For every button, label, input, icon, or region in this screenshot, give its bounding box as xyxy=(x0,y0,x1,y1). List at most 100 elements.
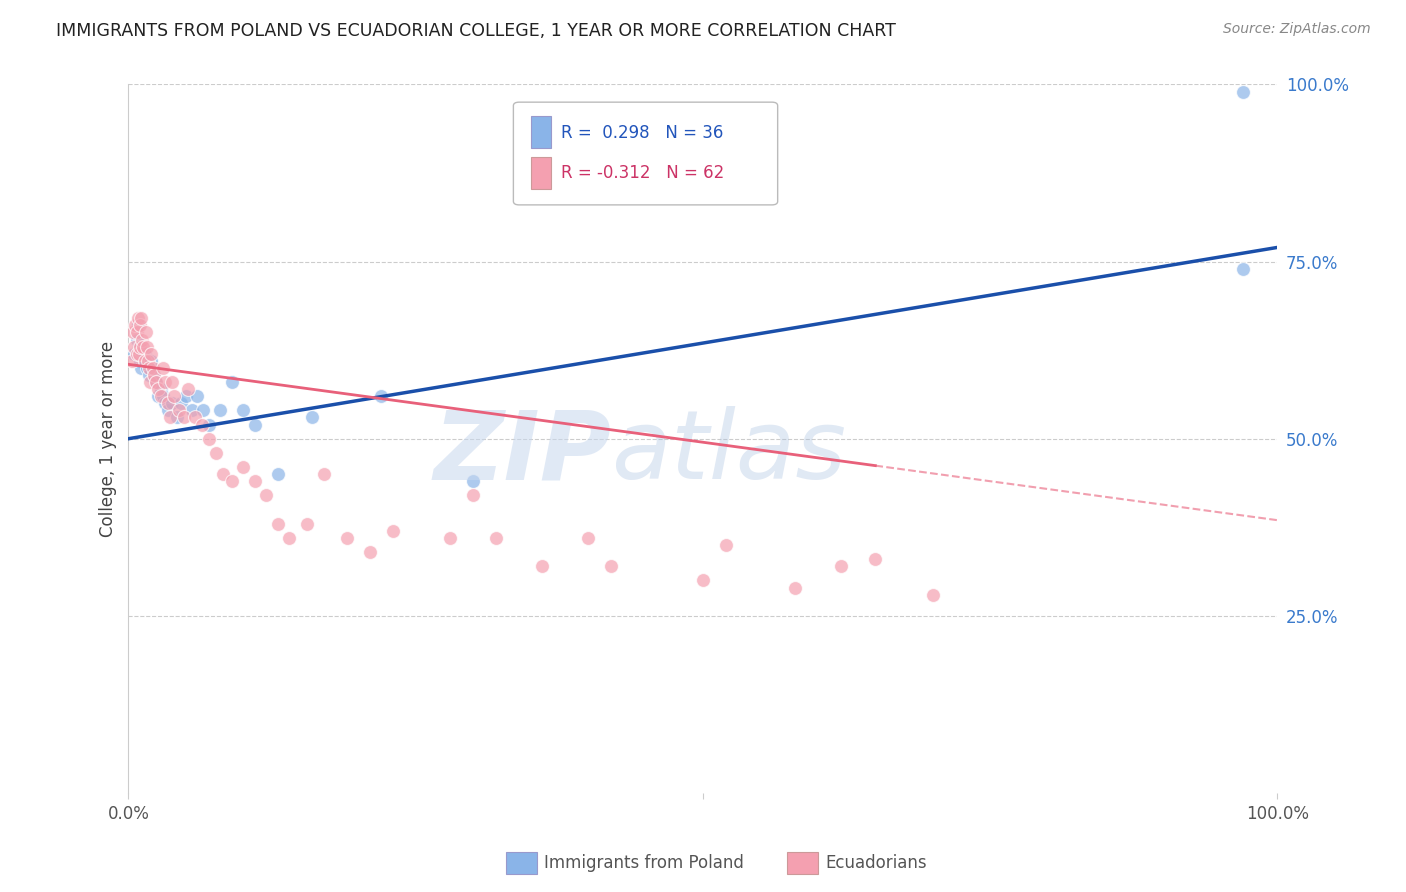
Point xyxy=(166,410,188,425)
Point xyxy=(198,417,221,432)
Text: Ecuadorians: Ecuadorians xyxy=(825,855,927,872)
Point xyxy=(186,389,208,403)
Point xyxy=(132,340,155,354)
Point xyxy=(125,333,148,347)
Point xyxy=(301,410,323,425)
Point xyxy=(312,467,335,482)
Point xyxy=(156,396,179,410)
Point xyxy=(531,559,554,574)
Point xyxy=(1232,85,1254,99)
Point xyxy=(141,353,163,368)
Point xyxy=(209,403,232,417)
Point xyxy=(232,460,254,475)
Point xyxy=(136,353,159,368)
Point xyxy=(295,516,318,531)
Text: R =  0.298   N = 36: R = 0.298 N = 36 xyxy=(561,124,723,142)
Text: Immigrants from Poland: Immigrants from Poland xyxy=(544,855,744,872)
Y-axis label: College, 1 year or more: College, 1 year or more xyxy=(100,341,117,537)
Point xyxy=(142,360,165,375)
Point xyxy=(127,318,149,333)
Point xyxy=(160,375,183,389)
Point xyxy=(180,403,202,417)
Text: ZIP: ZIP xyxy=(433,407,612,500)
Point xyxy=(336,531,359,545)
FancyBboxPatch shape xyxy=(513,103,778,205)
Point xyxy=(243,474,266,488)
Point xyxy=(141,347,163,361)
Point xyxy=(142,368,165,382)
Point xyxy=(211,467,233,482)
Bar xyxy=(530,157,551,188)
Point xyxy=(128,347,150,361)
Point xyxy=(576,531,599,545)
Point xyxy=(204,446,226,460)
Point xyxy=(463,474,485,488)
Point xyxy=(138,360,160,375)
Point xyxy=(152,360,174,375)
Text: R = -0.312   N = 62: R = -0.312 N = 62 xyxy=(561,164,724,182)
Point xyxy=(145,375,167,389)
Point xyxy=(135,340,157,354)
Point xyxy=(122,326,145,340)
Point xyxy=(155,375,177,389)
Point xyxy=(129,311,152,326)
Point xyxy=(191,403,214,417)
Point xyxy=(865,552,887,566)
Point xyxy=(783,581,806,595)
Point xyxy=(148,389,170,403)
Point xyxy=(131,347,153,361)
Point xyxy=(125,326,148,340)
Point xyxy=(198,432,221,446)
Point xyxy=(149,389,172,403)
Point xyxy=(254,488,277,502)
Point xyxy=(267,516,290,531)
Point xyxy=(122,340,145,354)
Point xyxy=(145,375,167,389)
Point xyxy=(159,410,181,425)
Point xyxy=(191,417,214,432)
Point xyxy=(692,574,714,588)
Point xyxy=(135,326,157,340)
Point xyxy=(134,347,156,361)
Point xyxy=(129,318,152,333)
Point xyxy=(163,389,186,403)
Point xyxy=(129,340,152,354)
Point xyxy=(243,417,266,432)
Text: IMMIGRANTS FROM POLAND VS ECUADORIAN COLLEGE, 1 YEAR OR MORE CORRELATION CHART: IMMIGRANTS FROM POLAND VS ECUADORIAN COL… xyxy=(56,22,896,40)
Point xyxy=(463,488,485,502)
Point xyxy=(921,588,943,602)
Point xyxy=(232,403,254,417)
Bar xyxy=(530,116,551,148)
Point xyxy=(714,538,737,552)
Point xyxy=(160,396,183,410)
Point xyxy=(124,318,146,333)
Point xyxy=(142,368,165,382)
Point xyxy=(121,353,143,368)
Point xyxy=(1232,261,1254,276)
Point xyxy=(128,340,150,354)
Point xyxy=(173,410,195,425)
Point xyxy=(267,467,290,482)
Point xyxy=(221,375,243,389)
Point xyxy=(830,559,852,574)
Point xyxy=(122,347,145,361)
Point xyxy=(221,474,243,488)
Point xyxy=(485,531,508,545)
Point xyxy=(156,403,179,417)
Point xyxy=(129,360,152,375)
Point xyxy=(439,531,461,545)
Point xyxy=(129,353,152,368)
Point xyxy=(155,396,177,410)
Point xyxy=(170,396,193,410)
Point xyxy=(167,403,190,417)
Point xyxy=(127,311,149,326)
Point xyxy=(359,545,381,559)
Point xyxy=(177,382,200,396)
Point xyxy=(174,389,197,403)
Point xyxy=(125,347,148,361)
Point xyxy=(139,375,162,389)
Point xyxy=(135,360,157,375)
Text: atlas: atlas xyxy=(612,407,846,500)
Point xyxy=(278,531,301,545)
Point xyxy=(149,382,172,396)
